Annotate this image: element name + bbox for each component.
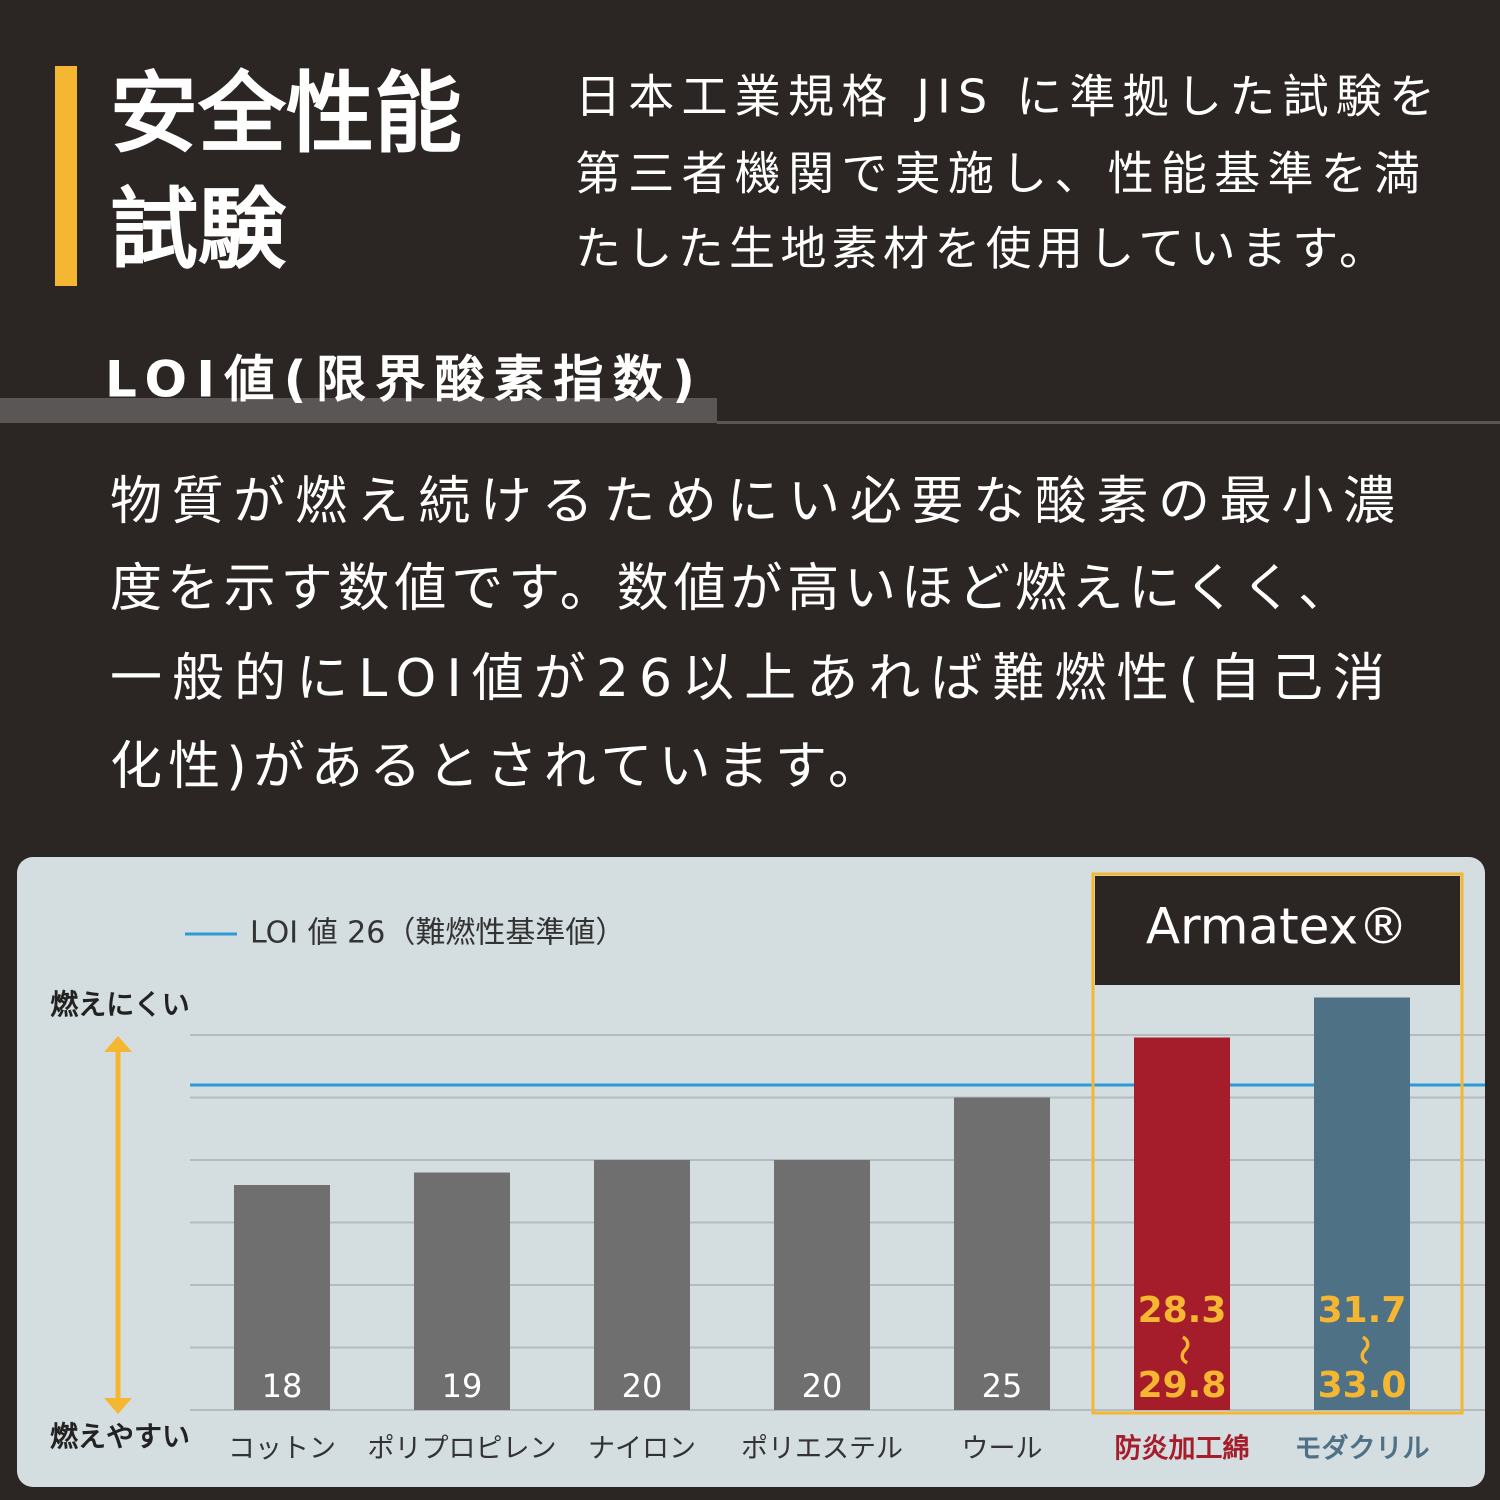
axis-label: 燃えやすい — [50, 1420, 190, 1453]
bar — [1134, 1037, 1230, 1410]
x-tick-label: ウール — [962, 1434, 1043, 1465]
x-tick-label: コットン — [228, 1434, 336, 1465]
body-line: 物質が燃え続けるためにい必要な酸素の最小濃 — [110, 472, 1395, 532]
legend-label: LOI 値 26（難燃性基準値） — [250, 916, 625, 951]
highlight-box — [1091, 872, 1464, 1415]
description-line: たした生地素材を使用しています。 — [575, 222, 1385, 276]
value-label: 20 — [622, 1367, 663, 1405]
value-label: 19 — [442, 1367, 483, 1405]
bar — [414, 1172, 510, 1410]
title-line: 試験 — [110, 178, 287, 281]
brand: Armatex® — [1146, 898, 1408, 956]
x-tick-label: ナイロン — [588, 1434, 696, 1465]
value-label: 33.0 — [1318, 1365, 1407, 1406]
accent-bar — [55, 66, 77, 286]
x-tick-label: ポリプロピレン — [368, 1434, 557, 1465]
value-label: 29.8 — [1138, 1365, 1227, 1406]
x-tick-label: ポリエステル — [741, 1434, 903, 1465]
range-separator: 〜 — [1166, 1335, 1201, 1365]
bar — [1314, 997, 1410, 1410]
body-line: 化性)があるとされています。 — [110, 737, 880, 797]
bar — [594, 1160, 690, 1410]
value-label: 20 — [802, 1367, 843, 1405]
body-line: 度を示す数値です。数値が高いほど燃えにくく、 — [110, 559, 1350, 619]
range-low-label: 31.7 — [1318, 1290, 1407, 1331]
chart-panel — [17, 857, 1485, 1487]
x-tick-label: モダクリル — [1295, 1433, 1430, 1465]
arrow-head — [104, 1398, 132, 1414]
bar — [954, 1097, 1050, 1410]
range-separator: 〜 — [1346, 1335, 1381, 1365]
x-tick-label: 防炎加工綿 — [1115, 1433, 1250, 1465]
body-line: 一般的にLOI値が26以上あれば難燃性(自己消 — [110, 649, 1385, 709]
heading-rule — [717, 421, 1500, 424]
arrow-head — [104, 1036, 132, 1052]
bar — [234, 1185, 330, 1410]
range-low-label: 28.3 — [1138, 1290, 1227, 1331]
bar — [774, 1160, 870, 1410]
highlight-header — [1095, 876, 1460, 985]
title-line: 安全性能 — [110, 62, 462, 165]
description-line: 日本工業規格 JIS に準拠した試験を — [575, 70, 1435, 124]
value-label: 18 — [262, 1367, 303, 1405]
axis-label: 燃えにくい — [50, 988, 189, 1021]
heading-band — [0, 398, 717, 423]
section-heading: LOI値(限界酸素指数) — [105, 351, 695, 409]
value-label: 25 — [982, 1367, 1023, 1405]
